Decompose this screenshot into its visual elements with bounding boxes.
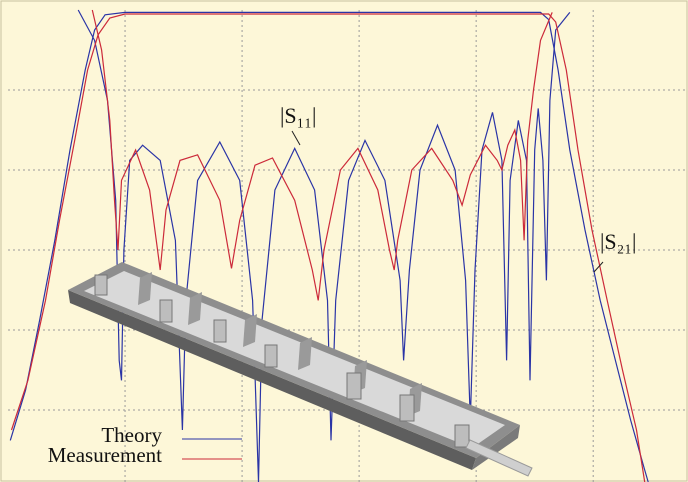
annotation-leader (593, 261, 604, 273)
waveguide-irises (138, 272, 422, 416)
legend-label: Measurement (48, 443, 162, 467)
waveguide-probe (465, 439, 533, 477)
annotation: |S₁₁| (280, 103, 316, 128)
waveguide-posts (94, 274, 470, 448)
annotation: |S₂₁| (600, 229, 636, 254)
curve (9, 11, 649, 482)
waveguide-illustration (68, 262, 533, 477)
curve (10, 13, 646, 482)
annotation-leader (291, 130, 301, 146)
waveguide-end (472, 425, 520, 470)
curves (9, 9, 649, 482)
legend-label: Theory (101, 423, 162, 447)
waveguide-side (68, 290, 476, 470)
curve (91, 9, 553, 301)
curve (77, 9, 571, 482)
